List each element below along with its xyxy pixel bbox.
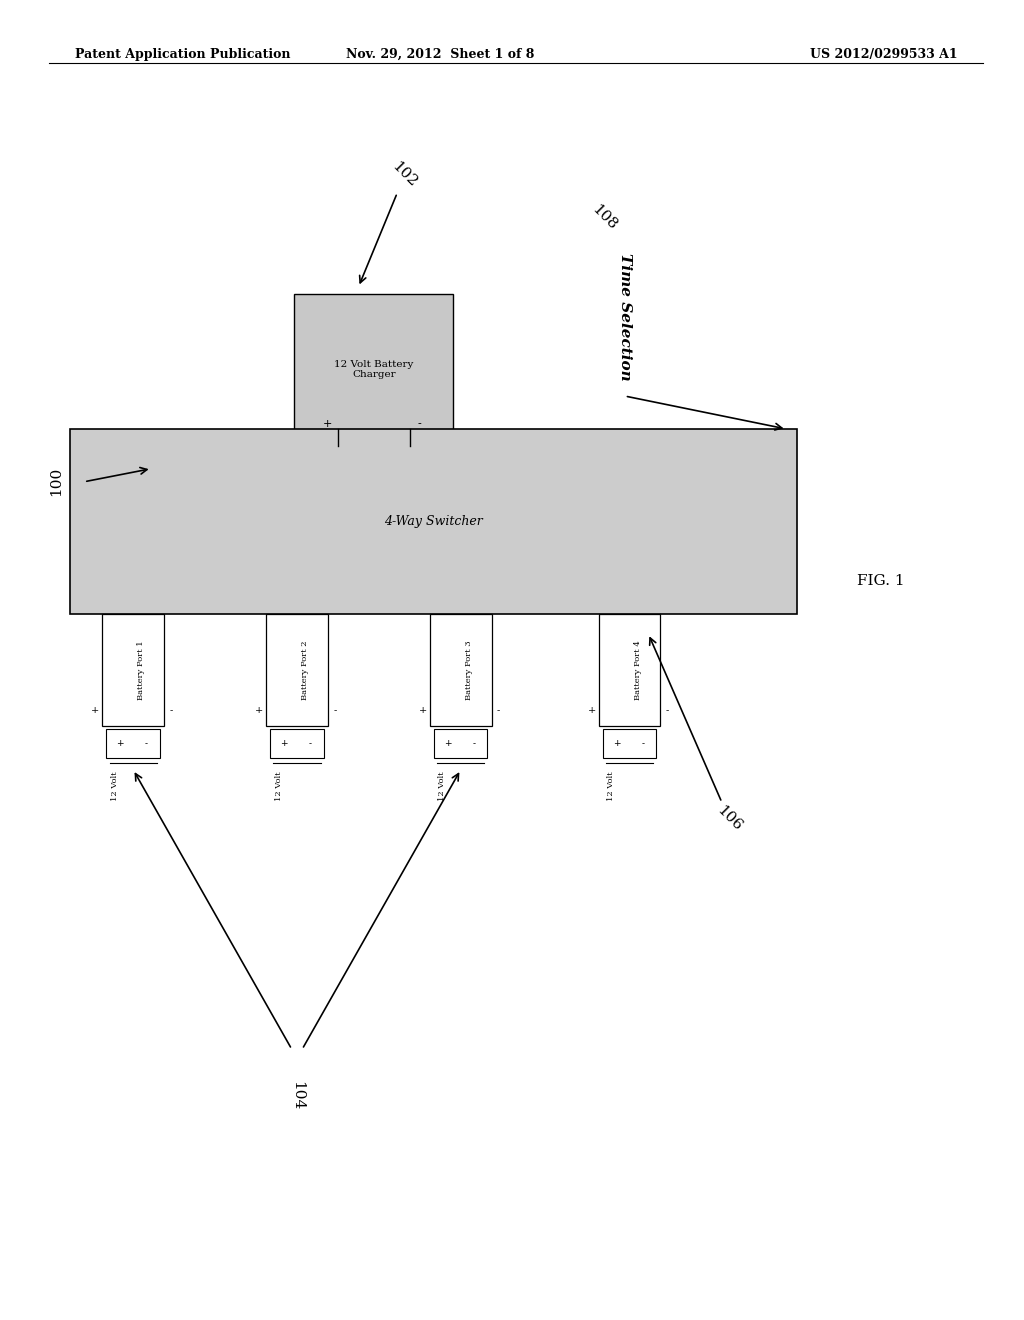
Bar [603,729,656,758]
Text: -: - [309,739,311,747]
Text: FIG. 1: FIG. 1 [857,574,904,587]
Text: 12 Volt: 12 Volt [274,771,283,800]
Text: +: + [588,706,596,714]
Text: +: + [419,706,427,714]
Text: Patent Application Publication: Patent Application Publication [75,48,290,61]
Text: Battery Port 4: Battery Port 4 [634,640,642,700]
Text: +: + [323,418,333,429]
Text: 108: 108 [589,202,620,234]
Text: -: - [642,739,644,747]
Text: -: - [333,706,337,714]
Text: US 2012/0299533 A1: US 2012/0299533 A1 [810,48,957,61]
Text: 100: 100 [49,467,63,496]
Text: +: + [443,739,452,747]
Bar [102,614,164,726]
Bar [266,614,328,726]
Text: +: + [612,739,621,747]
Bar [70,429,797,614]
Text: Battery Port 2: Battery Port 2 [301,640,309,700]
Text: Nov. 29, 2012  Sheet 1 of 8: Nov. 29, 2012 Sheet 1 of 8 [346,48,535,61]
Bar [270,729,324,758]
Text: +: + [255,706,263,714]
Text: +: + [116,739,124,747]
Text: 106: 106 [714,803,744,834]
Text: 12 Volt: 12 Volt [111,771,119,800]
Text: Time Selection: Time Selection [617,253,632,380]
Bar [599,614,660,726]
Text: -: - [418,418,422,429]
Text: +: + [91,706,99,714]
Text: 104: 104 [290,1081,304,1110]
Text: 102: 102 [389,158,420,190]
Text: Battery Port 1: Battery Port 1 [137,640,145,700]
Text: -: - [169,706,173,714]
Bar [106,729,160,758]
Bar [434,729,487,758]
Text: -: - [497,706,501,714]
Text: 12 Volt Battery
Charger: 12 Volt Battery Charger [334,360,414,379]
Text: -: - [473,739,475,747]
Bar [295,294,453,446]
Text: -: - [145,739,147,747]
Text: 12 Volt: 12 Volt [438,771,446,800]
Text: 4-Way Switcher: 4-Way Switcher [384,515,482,528]
Text: Battery Port 3: Battery Port 3 [465,640,473,700]
Bar [430,614,492,726]
Text: +: + [280,739,288,747]
Text: -: - [666,706,670,714]
Text: 12 Volt: 12 Volt [607,771,615,800]
